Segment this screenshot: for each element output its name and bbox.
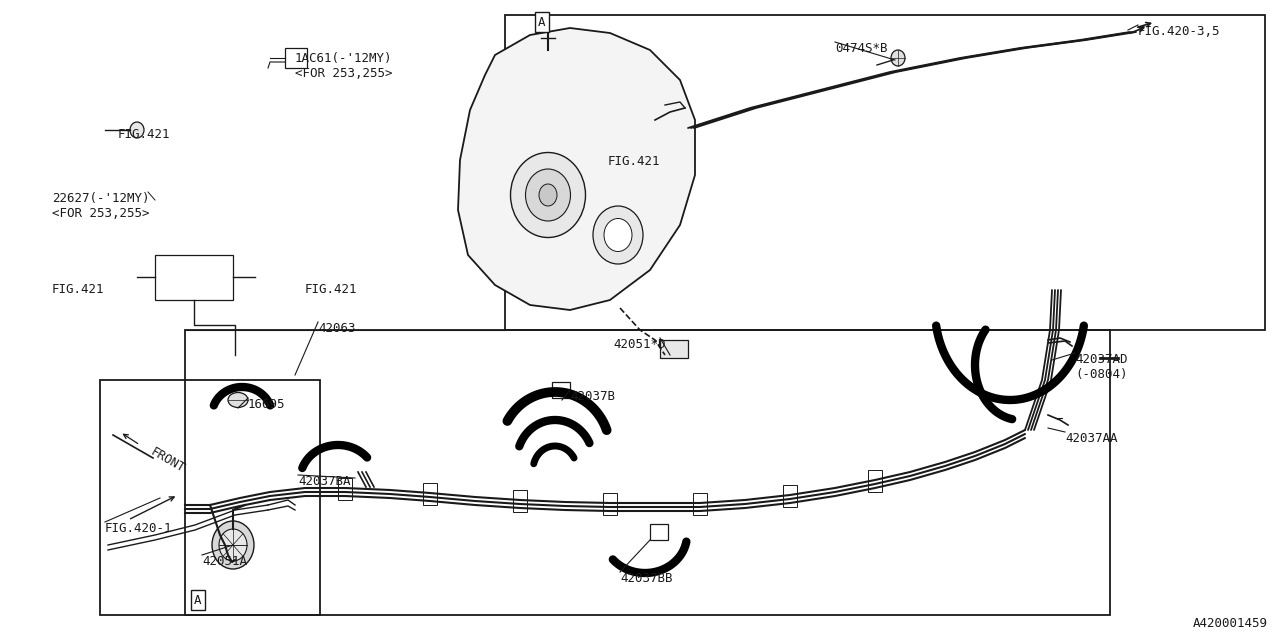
Ellipse shape [511, 152, 585, 237]
Bar [603, 493, 617, 515]
Text: FIG.421: FIG.421 [608, 155, 660, 168]
Text: 42037BA: 42037BA [298, 475, 351, 488]
Text: 42051A: 42051A [202, 555, 247, 568]
Ellipse shape [219, 529, 247, 561]
Text: 1AC61(-'12MY): 1AC61(-'12MY) [294, 52, 393, 65]
Text: 42037AD: 42037AD [1075, 353, 1128, 366]
Text: (-0804): (-0804) [1075, 368, 1128, 381]
Bar [552, 382, 570, 398]
Bar [868, 470, 882, 492]
Bar [338, 478, 352, 500]
Ellipse shape [593, 206, 643, 264]
Text: FIG.421: FIG.421 [305, 283, 357, 296]
Bar [100, 380, 320, 615]
Bar [506, 15, 1265, 330]
Ellipse shape [212, 521, 253, 569]
Ellipse shape [891, 50, 905, 66]
Text: A420001459: A420001459 [1193, 617, 1268, 630]
Bar [186, 330, 1110, 615]
Ellipse shape [604, 218, 632, 252]
Bar [285, 48, 307, 68]
Text: <FOR 253,255>: <FOR 253,255> [294, 67, 393, 80]
Ellipse shape [228, 392, 248, 408]
Text: <FOR 253,255>: <FOR 253,255> [52, 207, 150, 220]
Text: 42037AA: 42037AA [1065, 432, 1117, 445]
Bar [422, 483, 436, 505]
Bar [660, 340, 689, 358]
Text: FRONT: FRONT [148, 445, 187, 475]
Text: 16695: 16695 [248, 398, 285, 411]
Text: A: A [195, 593, 202, 607]
Bar [692, 493, 707, 515]
Text: FIG.420-1: FIG.420-1 [105, 522, 173, 535]
Text: FIG.421: FIG.421 [52, 283, 105, 296]
Ellipse shape [526, 169, 571, 221]
Text: 42063: 42063 [317, 322, 356, 335]
Text: A: A [539, 15, 545, 29]
Text: FIG.420-3,5: FIG.420-3,5 [1138, 25, 1221, 38]
Ellipse shape [539, 184, 557, 206]
Text: 0474S*B: 0474S*B [835, 42, 887, 55]
Text: 22627(-'12MY): 22627(-'12MY) [52, 192, 150, 205]
Bar [513, 490, 527, 512]
Text: FIG.421: FIG.421 [118, 128, 170, 141]
Bar [783, 485, 797, 507]
Text: 42037B: 42037B [570, 390, 614, 403]
Bar [650, 524, 668, 540]
Ellipse shape [131, 122, 143, 138]
Text: 42051*D: 42051*D [613, 338, 666, 351]
Text: 42037BB: 42037BB [620, 572, 672, 585]
Bar [155, 255, 233, 300]
Polygon shape [458, 28, 695, 310]
